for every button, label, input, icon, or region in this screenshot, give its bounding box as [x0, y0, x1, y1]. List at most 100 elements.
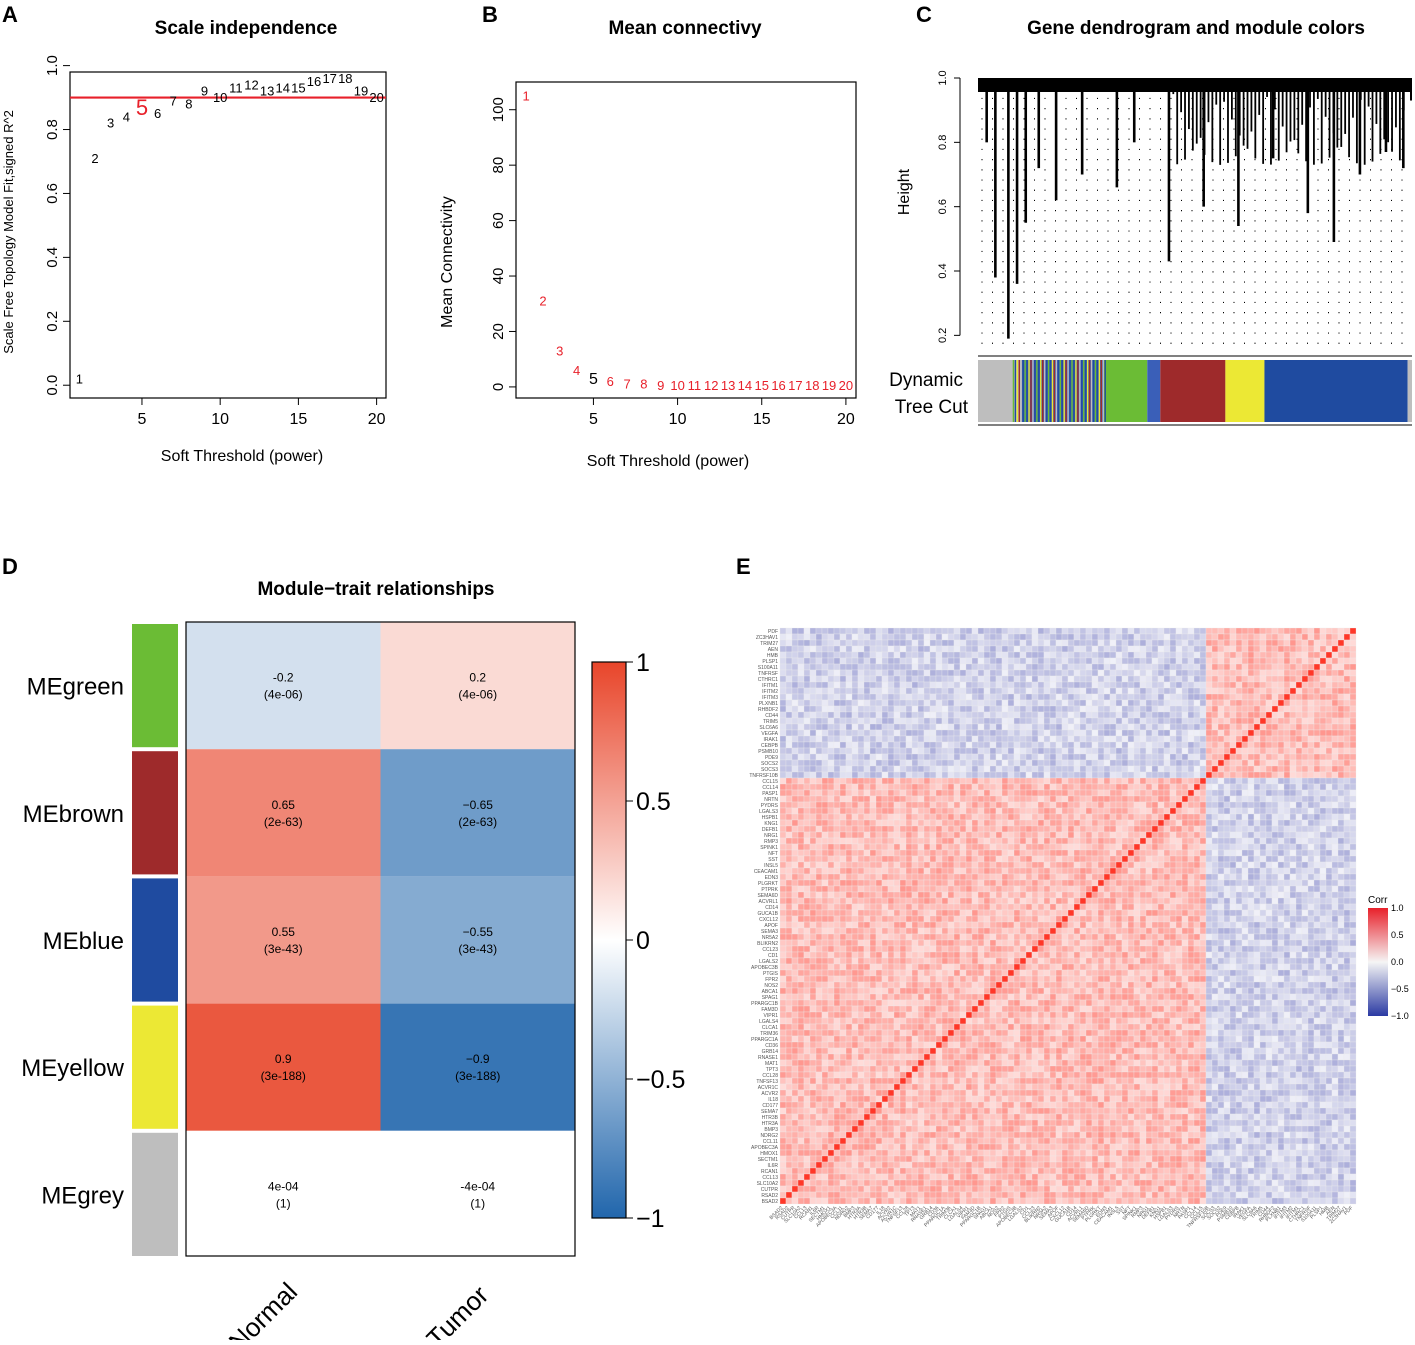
corr-cell: [930, 664, 936, 670]
point-label: 4: [123, 109, 130, 124]
corr-cell: [828, 916, 834, 922]
corr-cell: [834, 694, 840, 700]
corr-cell: [876, 640, 882, 646]
corr-cell: [888, 838, 894, 844]
corr-cell: [1050, 886, 1056, 892]
corr-cell: [1212, 712, 1218, 718]
corr-cell: [1224, 646, 1230, 652]
corr-cell: [900, 682, 906, 688]
corr-cell: [1032, 748, 1038, 754]
corr-cell: [1314, 892, 1320, 898]
corr-cell: [942, 766, 948, 772]
corr-cell: [894, 640, 900, 646]
corr-cell: [798, 676, 804, 682]
corr-cell: [912, 748, 918, 754]
corr-cell: [1194, 652, 1200, 658]
corr-cell: [894, 694, 900, 700]
corr-cell: [1218, 880, 1224, 886]
corr-cell: [828, 820, 834, 826]
corr-cell: [984, 706, 990, 712]
corr-cell: [1350, 724, 1356, 730]
corr-cell: [828, 670, 834, 676]
corr-cell: [1296, 706, 1302, 712]
corr-cell: [780, 724, 786, 730]
corr-cell: [936, 712, 942, 718]
corr-cell: [1266, 796, 1272, 802]
corr-cell: [1206, 814, 1212, 820]
corr-cell: [780, 874, 786, 880]
module-color-grey: [1408, 360, 1412, 422]
corr-cell: [1272, 658, 1278, 664]
corr-cell: [1278, 784, 1284, 790]
corr-cell: [1002, 898, 1008, 904]
corr-cell: [852, 796, 858, 802]
corr-cell: [1290, 712, 1296, 718]
corr-cell: [1254, 886, 1260, 892]
corr-cell: [1122, 808, 1128, 814]
corr-cell: [1098, 712, 1104, 718]
corr-cell: [996, 730, 1002, 736]
corr-cell: [1182, 736, 1188, 742]
corr-cell: [1092, 802, 1098, 808]
corr-cell: [1344, 670, 1350, 676]
corr-cell: [906, 910, 912, 916]
corr-cell: [840, 892, 846, 898]
corr-cell: [1272, 844, 1278, 850]
corr-cell: [1188, 784, 1194, 790]
corr-cell: [1152, 670, 1158, 676]
corr-cell: [1338, 820, 1344, 826]
corr-cell: [1188, 766, 1194, 772]
corr-cell: [804, 760, 810, 766]
corr-cell: [1326, 802, 1332, 808]
corr-cell: [1272, 760, 1278, 766]
corr-cell: [1188, 634, 1194, 640]
corr-cell: [990, 700, 996, 706]
corr-cell: [858, 802, 864, 808]
corr-cell: [798, 778, 804, 784]
corr-cell: [882, 766, 888, 772]
corr-cell: [804, 820, 810, 826]
corr-cell: [1188, 868, 1194, 874]
corr-cell: [798, 742, 804, 748]
corr-cell: [918, 808, 924, 814]
corr-cell: [906, 640, 912, 646]
corr-cell: [918, 904, 924, 910]
corr-cell: [864, 850, 870, 856]
corr-cell: [948, 808, 954, 814]
corr-cell: [798, 892, 804, 898]
corr-cell: [1194, 760, 1200, 766]
corr-cell: [1116, 694, 1122, 700]
corr-cell: [1146, 844, 1152, 850]
corr-cell: [1188, 676, 1194, 682]
corr-cell: [948, 832, 954, 838]
corr-cell: [948, 814, 954, 820]
corr-cell: [1224, 826, 1230, 832]
corr-cell: [948, 736, 954, 742]
corr-cell: [960, 682, 966, 688]
corr-cell: [1194, 892, 1200, 898]
corr-cell: [978, 724, 984, 730]
corr-cell: [840, 736, 846, 742]
corr-cell: [804, 826, 810, 832]
corr-cell: [1350, 880, 1356, 886]
corr-cell: [1188, 664, 1194, 670]
corr-cell: [1098, 832, 1104, 838]
corr-cell: [1068, 766, 1074, 772]
corr-cell: [972, 820, 978, 826]
corr-cell: [792, 784, 798, 790]
corr-cell: [828, 904, 834, 910]
panel-d: D Module−trait relationships MEgreen-0.2…: [0, 540, 720, 1340]
corr-cell: [1092, 718, 1098, 724]
corr-cell: [1278, 862, 1284, 868]
corr-cell: [1146, 730, 1152, 736]
corr-cell: [1116, 760, 1122, 766]
corr-cell: [1206, 718, 1212, 724]
corr-cell: [1218, 886, 1224, 892]
corr-cell: [1278, 694, 1284, 700]
corr-cell: [888, 628, 894, 634]
corr-cell: [1314, 838, 1320, 844]
corr-cell: [918, 766, 924, 772]
corr-cell: [1266, 634, 1272, 640]
corr-cell: [1008, 718, 1014, 724]
